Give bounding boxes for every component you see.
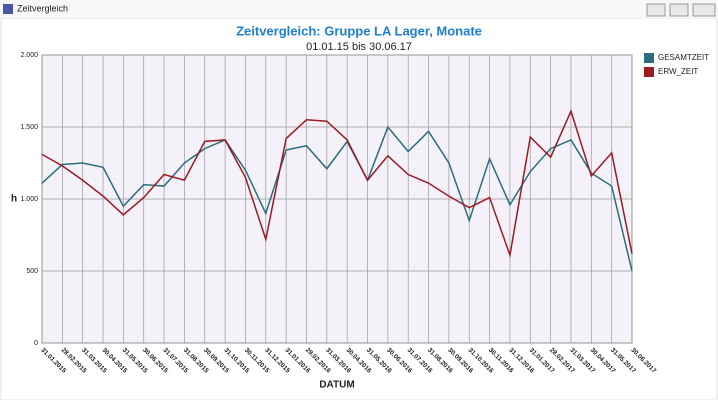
- legend-label: GESAMTZEIT: [658, 53, 709, 62]
- series-line: [41, 125, 633, 272]
- legend-label: ERW_ZEIT: [658, 67, 698, 76]
- y-tick-label: 500: [26, 268, 38, 275]
- y-tick-label: 2.000: [20, 52, 38, 59]
- series-line: [41, 109, 633, 259]
- window-title: Zeitvergleich: [17, 3, 68, 13]
- y-tick-label: 1.000: [20, 196, 38, 203]
- minimize-button[interactable]: [646, 3, 666, 17]
- y-axis-label: h: [11, 194, 17, 205]
- y-tick-label: 0: [34, 340, 38, 347]
- title-bar: [0, 0, 718, 18]
- chart-subtitle: 01.01.15 bis 30.06.17: [306, 41, 412, 53]
- x-axis-label: DATUM: [319, 380, 354, 391]
- maximize-button[interactable]: [669, 3, 689, 17]
- window-icon: [3, 4, 13, 14]
- legend-swatch: [644, 67, 654, 77]
- y-tick-label: 1.500: [20, 124, 38, 131]
- legend-swatch: [644, 53, 654, 63]
- close-button[interactable]: [692, 3, 716, 17]
- chart-title: Zeitvergleich: Gruppe LA Lager, Monate: [236, 23, 482, 38]
